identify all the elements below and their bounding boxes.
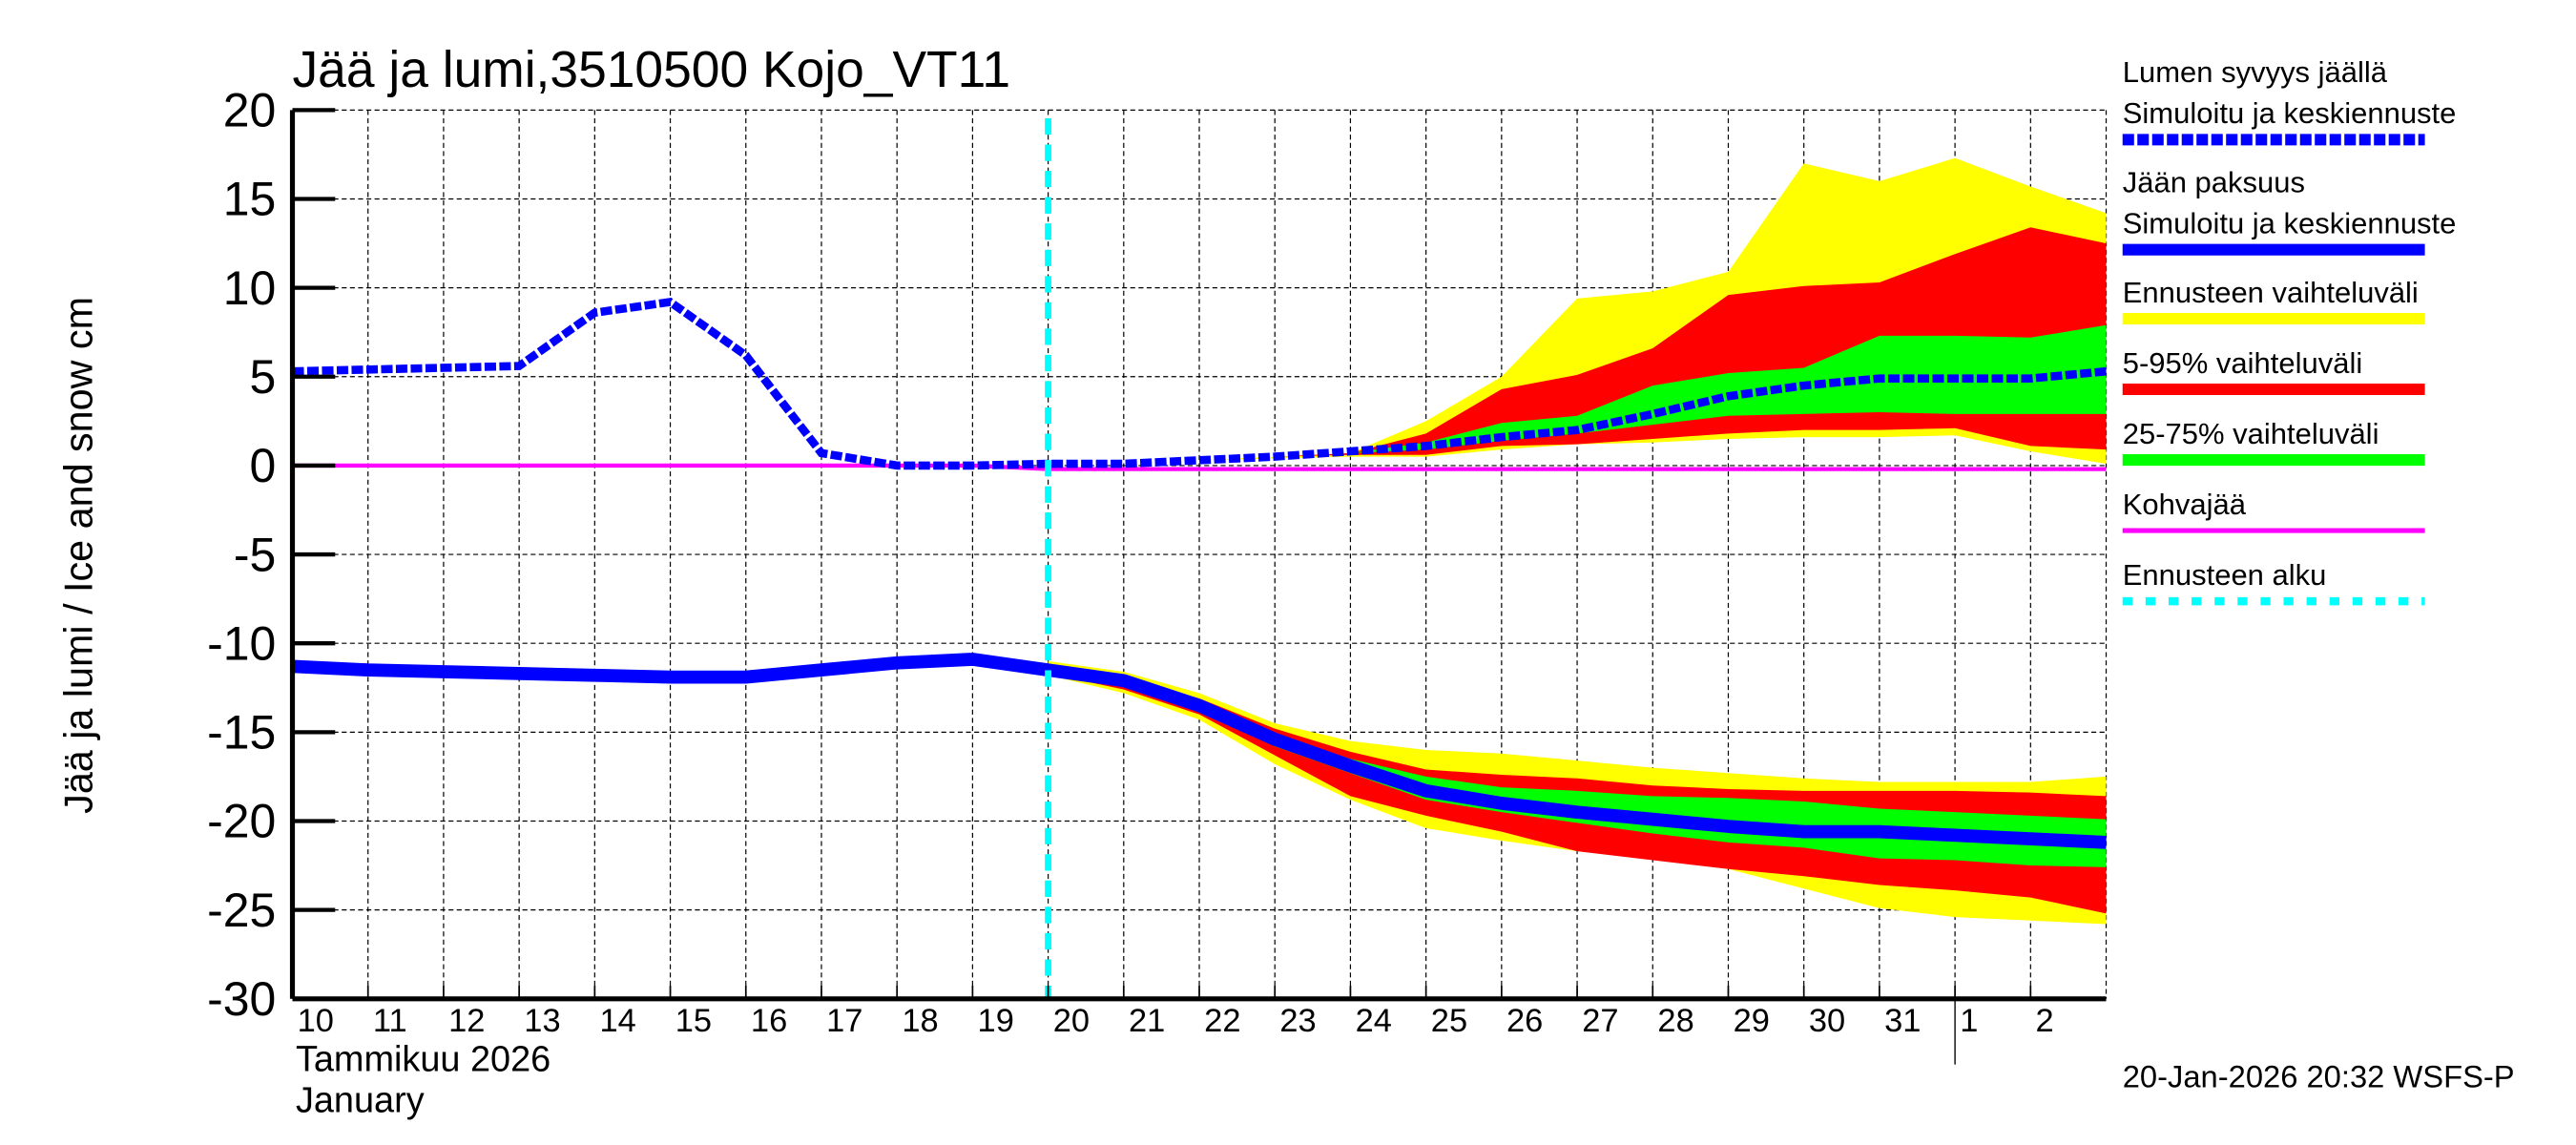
x-tick-label: 24 <box>1356 1003 1392 1039</box>
x-tick-label: 1 <box>1960 1003 1978 1039</box>
y-tick-label: 5 <box>250 350 277 404</box>
legend-label: Simuloitu ja keskiennuste <box>2123 96 2457 130</box>
x-tick-label: 14 <box>600 1003 636 1039</box>
x-axis-month-fi: Tammikuu 2026 <box>296 1040 551 1080</box>
grid <box>292 109 2108 1000</box>
chart-title: Jää ja lumi,3510500 Kojo_VT11 <box>293 42 1011 98</box>
x-tick-label: 15 <box>675 1003 712 1039</box>
x-tick-label: 19 <box>978 1003 1014 1039</box>
legend-label: Simuloitu ja keskiennuste <box>2123 206 2457 239</box>
y-axis-label: Jää ja lumi / Ice and snow cm <box>56 297 100 814</box>
x-tick-label: 31 <box>1884 1003 1921 1039</box>
axes <box>289 108 2107 1065</box>
x-tick-label: 18 <box>902 1003 938 1039</box>
x-tick-label: 22 <box>1204 1003 1240 1039</box>
legend-label: Jään paksuus <box>2123 165 2305 198</box>
ice-25-75-band <box>1048 668 2107 867</box>
x-tick-label: 11 <box>373 1003 407 1039</box>
y-tick-label: 0 <box>250 439 277 492</box>
y-tick-label: 10 <box>223 261 277 315</box>
x-tick-label: 21 <box>1129 1003 1165 1039</box>
y-tick-label: -20 <box>207 795 276 848</box>
x-tick-label: 16 <box>751 1003 787 1039</box>
lines <box>292 117 2107 999</box>
x-tick-label: 17 <box>826 1003 862 1039</box>
legend-label: 25-75% vaihteluväli <box>2123 417 2379 450</box>
snow-25-75-band <box>1048 324 2107 465</box>
x-tick-label: 13 <box>524 1003 560 1039</box>
legend-label: Lumen syvyys jäällä <box>2123 55 2388 89</box>
x-axis-month-en: January <box>296 1081 425 1121</box>
bands <box>1048 157 2107 925</box>
x-tick-label: 28 <box>1657 1003 1693 1039</box>
legend-label: Ennusteen vaihteluväli <box>2123 276 2419 309</box>
x-tick-label: 23 <box>1279 1003 1316 1039</box>
legend: Lumen syvyys jäällä Simuloitu ja keskienn… <box>2122 55 2457 606</box>
y-tick-label: 15 <box>223 173 277 226</box>
x-tick-label: 29 <box>1734 1003 1770 1039</box>
legend-label: 5-95% vaihteluväli <box>2123 346 2362 380</box>
x-tick-label: 27 <box>1582 1003 1618 1039</box>
x-tick-label: 26 <box>1506 1003 1543 1039</box>
legend-label: Ennusteen alku <box>2123 558 2327 592</box>
footer-timestamp: 20-Jan-2026 20:32 WSFS-P <box>2123 1059 2515 1094</box>
y-tick-label: 20 <box>223 84 277 137</box>
x-tick-label: 25 <box>1431 1003 1467 1039</box>
snow-median-line <box>292 298 2107 470</box>
x-tick-label: 12 <box>448 1003 485 1039</box>
y-tick-label: -30 <box>207 972 276 1026</box>
x-tick-label: 30 <box>1809 1003 1845 1039</box>
slush-line <box>292 463 2107 471</box>
y-tick-label: -5 <box>234 528 276 581</box>
legend-label: Kohvajää <box>2123 488 2247 521</box>
x-tick-label: 20 <box>1053 1003 1090 1039</box>
y-tick-label: -15 <box>207 706 276 760</box>
x-tick-label: 2 <box>2035 1003 2053 1039</box>
ice-median-line <box>292 653 2107 849</box>
y-tick-label: -25 <box>207 884 276 937</box>
y-tick-label: -10 <box>207 616 276 670</box>
x-tick-label: 10 <box>298 1003 334 1039</box>
